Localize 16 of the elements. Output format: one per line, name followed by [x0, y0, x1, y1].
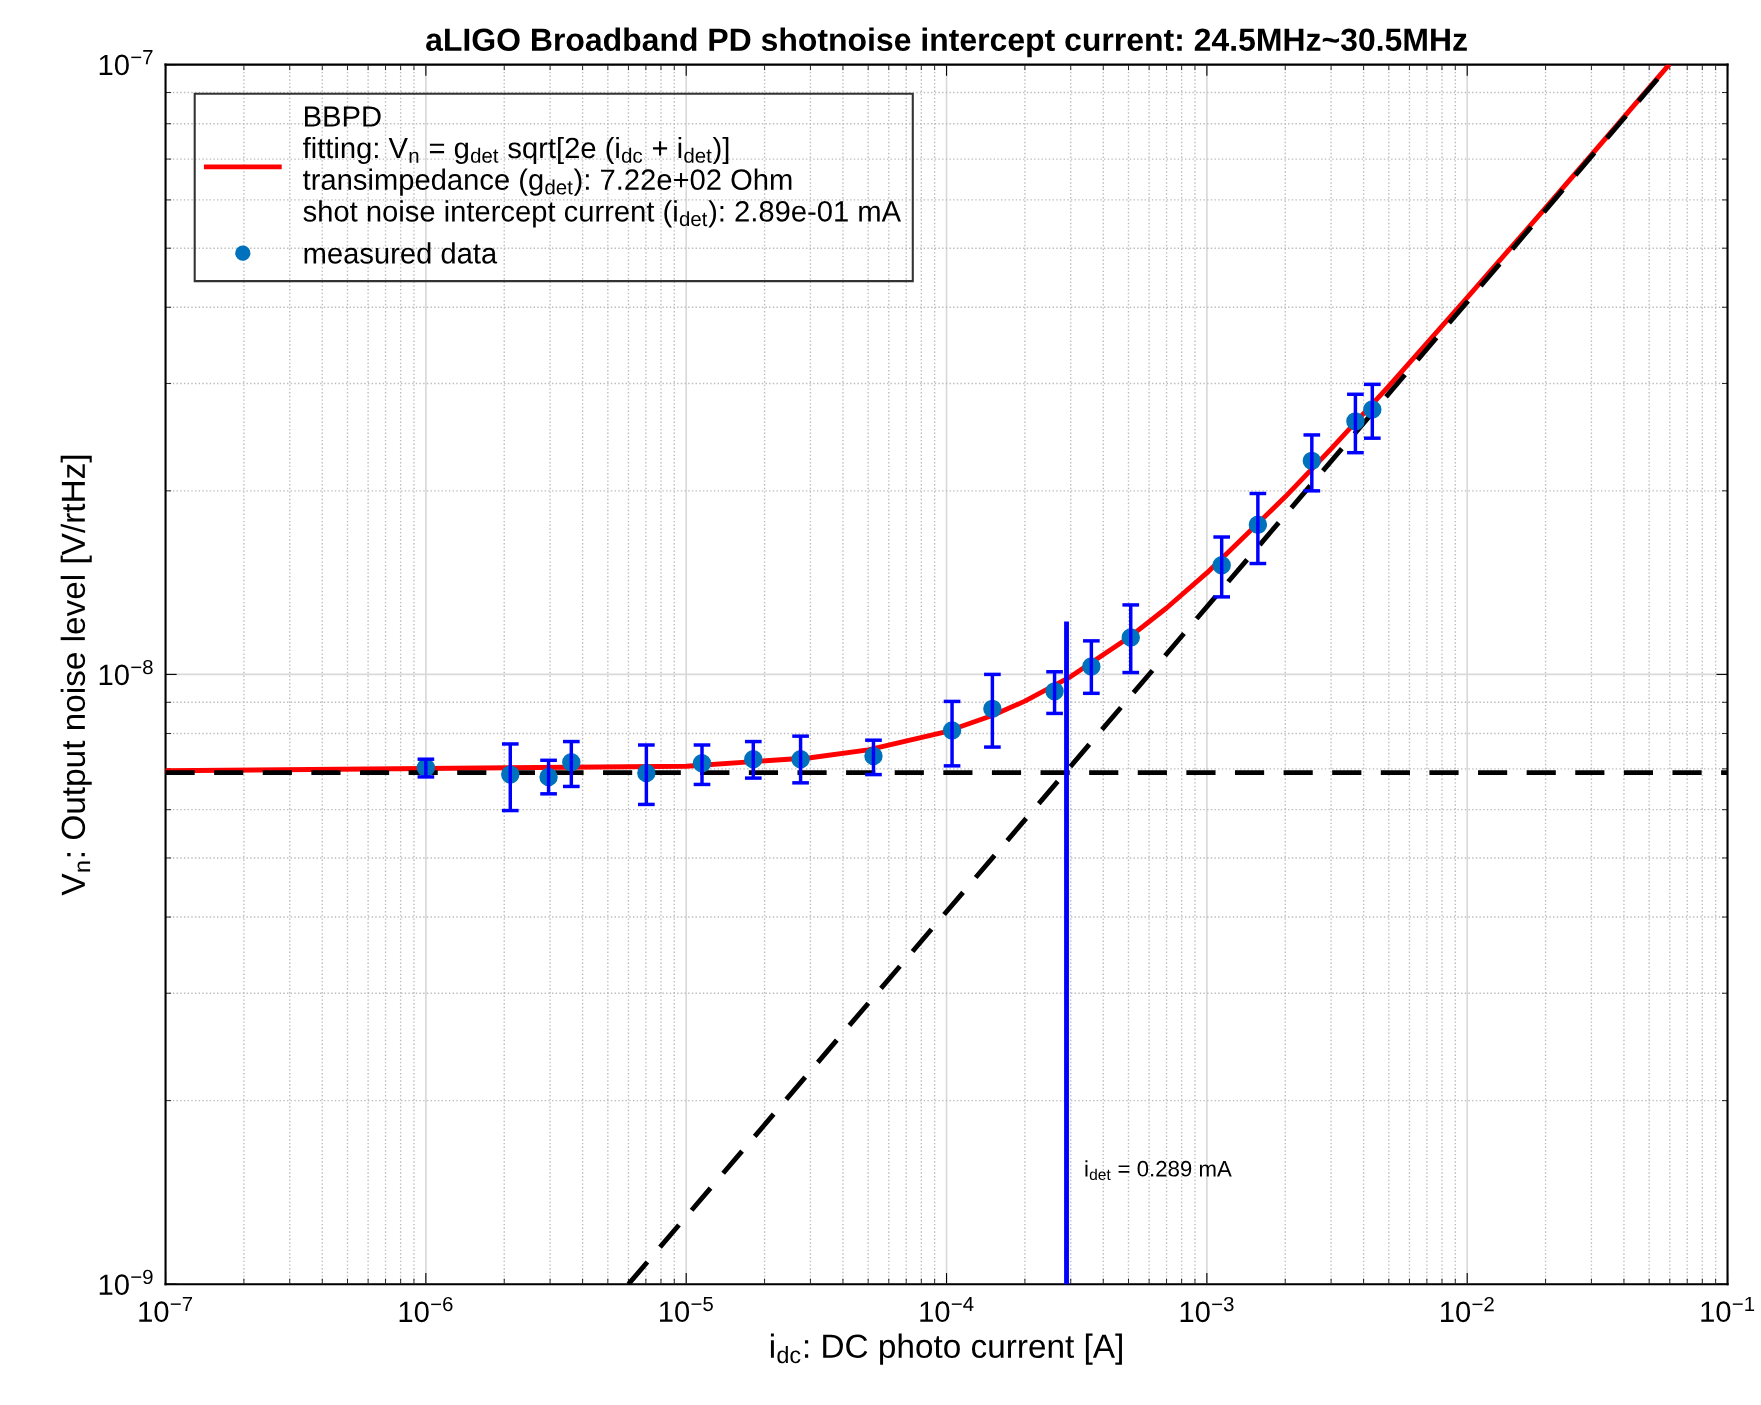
x-axis-title: i$_{dc}$: DC photo current [A]: [770, 1333, 1122, 1365]
annotation: i$_{det}$ = 0.289 mA: [1085, 1160, 1232, 1181]
chart-title: aLIGO Broadband PD shotnoise intercept current: 24.5MHz~30.5MHz: [426, 27, 1467, 58]
x-tick-label: 10$^{−7}$: [139, 1296, 193, 1323]
x-tick-label: 10$^{−3}$: [1180, 1296, 1234, 1323]
y-tick-label: 10$^{−8}$: [99, 659, 153, 686]
x-tick-label: 10$^{−2}$: [1440, 1296, 1494, 1323]
y-tick-label: 10$^{−9}$: [99, 1269, 153, 1295]
y-axis-title: V$_{n}$: Output noise level [V/rtHz]: [60, 455, 92, 896]
text: BBPD fitting: V$_{n}$ = g$_{det}$ sqrt[2e (i$_{dc}$ + i$_{det}$)] transimpedance (g$_{det}$): 7.22e+02 Ohm shot noise intercept current (i$_{det}$): 2.89e-01 mA: [303, 106, 901, 228]
x-tick-label: 10$^{−6}$: [399, 1296, 453, 1323]
x-tick-label: 10$^{−5}$: [659, 1296, 713, 1323]
legend-label: measured data: [304, 242, 498, 264]
x-tick-label: 10$^{−4}$: [920, 1296, 974, 1323]
x-tick-label: 10$^{−1}$: [1701, 1296, 1755, 1323]
y-tick-label: 10$^{−7}$: [99, 50, 153, 76]
